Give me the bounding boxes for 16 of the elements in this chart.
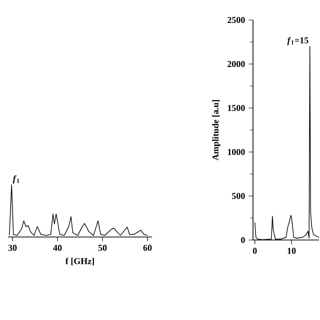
y-axis-title: Amplitude [a.u] [212,100,220,160]
x-axis-title: f [GHz] [65,258,94,266]
x-tick-label: 10 [288,248,296,254]
y-tick-label: 0 [241,236,245,244]
y-tick-label: 2000 [228,60,245,68]
y-tick-label: 1000 [228,148,245,156]
x-tick-label: 40 [53,244,62,251]
y-tick-label: 2500 [228,16,245,24]
x-tick-label: 30 [8,244,17,251]
x-tick-label: 50 [98,244,107,251]
x-tick-label: 0 [252,248,257,254]
annotation: f$_{1}$=15 [287,36,308,46]
y-tick-label: 1500 [228,104,245,112]
x-tick-label: 60 [143,244,152,251]
y-tick-label: 500 [232,192,245,200]
annotation: f$_{1}$ [12,175,20,184]
